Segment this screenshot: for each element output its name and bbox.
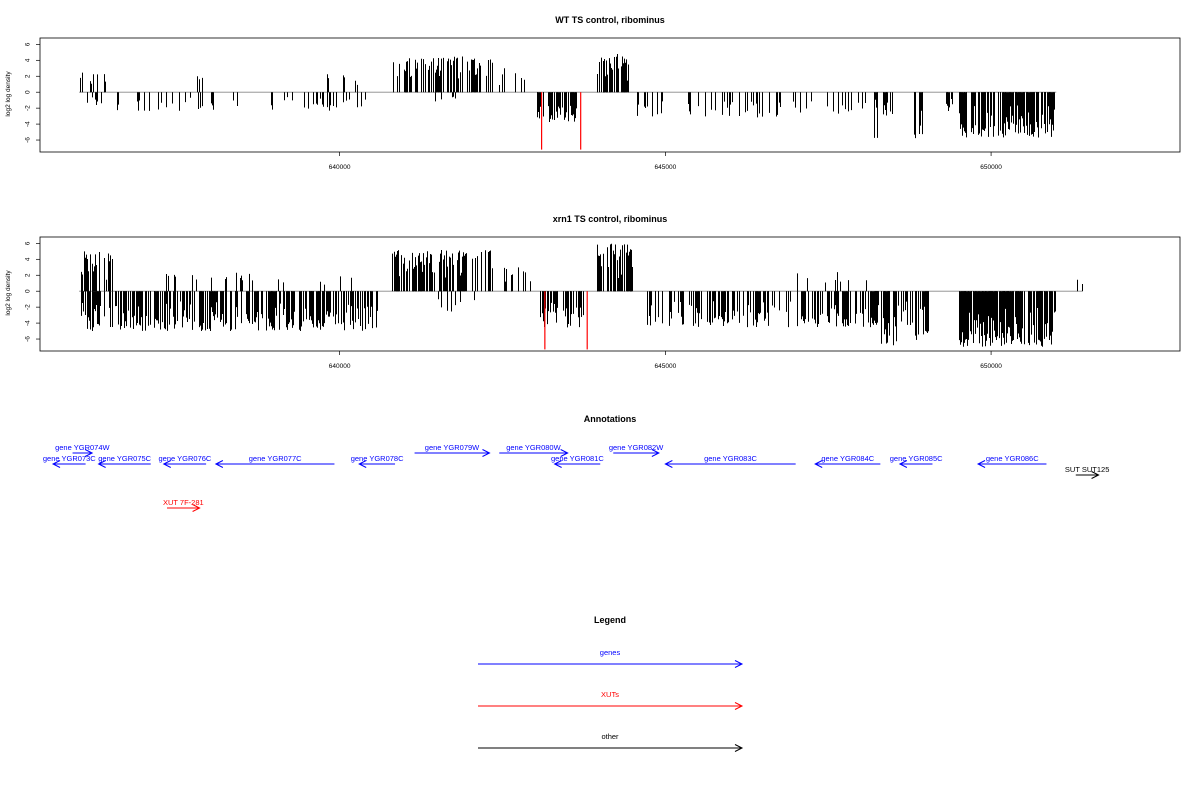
xrn1-ytick-label: -2 [25, 304, 32, 310]
annotation-label: gene YGR075C [98, 454, 151, 463]
wt-panel: WT TS control, ribominus log2 log densit… [5, 15, 1181, 171]
wt-ytick-label: -6 [25, 137, 32, 143]
wt-ytick-label: 6 [25, 42, 32, 46]
xrn1-panel-ylabel: log2 log density [5, 270, 12, 316]
xrn1-ytick-label: 6 [25, 241, 32, 245]
annotation-arrowhead [358, 460, 367, 468]
annotation-label: gene YGR077C [249, 454, 302, 463]
annotation-label: gene YGR074W [55, 443, 110, 452]
wt-ytick-label: 0 [25, 90, 32, 94]
legend-entry: other [478, 732, 744, 752]
wt-xtick-label: 650000 [980, 164, 1002, 171]
annotation-arrowhead [84, 449, 94, 457]
xrn1-panel-bars [79, 243, 1083, 350]
annotation-arrowhead [814, 460, 823, 468]
annotation-feature: gene YGR085C [890, 454, 943, 468]
legend-label: XUTs [601, 690, 619, 699]
legend-label: genes [600, 648, 621, 657]
wt-panel-title: WT TS control, ribominus [555, 15, 665, 25]
wt-ytick-label: 4 [25, 58, 32, 62]
annotation-features: gene YGR074W gene YGR073C gene YGR075C gene… [43, 443, 1109, 512]
wt-ytick-label: -4 [25, 121, 32, 127]
annotation-label: gene YGR086C [986, 454, 1039, 463]
annotation-arrowhead [1091, 471, 1100, 479]
annotation-label: gene YGR073C [43, 454, 96, 463]
annotation-feature: gene YGR079W [414, 443, 491, 457]
wt-panel-bars [79, 53, 1057, 150]
annotation-feature: SUT SUT125 [1065, 465, 1109, 479]
xrn1-ytick-label: -4 [25, 320, 32, 326]
annotation-feature: gene YGR078C [351, 454, 404, 468]
wt-xtick-label: 640000 [329, 164, 351, 171]
annotation-feature: gene YGR084C [814, 454, 881, 468]
annotation-label: SUT SUT125 [1065, 465, 1109, 474]
annotation-feature: gene YGR081C [551, 454, 604, 468]
annotation-arrowhead [664, 460, 673, 468]
wt-panel-ylabel: log2 log density [5, 71, 12, 117]
xrn1-ytick-label: 4 [25, 257, 32, 261]
wt-ytick-label: -2 [25, 105, 32, 111]
xrn1-panel-frame [39, 236, 1181, 352]
annotation-feature: gene YGR075C [97, 454, 152, 468]
annotation-feature: gene YGR086C [976, 454, 1047, 468]
annotation-label: gene YGR078C [351, 454, 404, 463]
annotations-title: Annotations [584, 414, 637, 424]
annotation-arrowhead [97, 460, 106, 468]
annotation-arrowhead [162, 460, 171, 468]
legend-entries: genes XUTs other [478, 648, 744, 752]
xrn1-xtick-label: 645000 [655, 363, 677, 370]
annotation-arrowhead [482, 449, 491, 457]
annotation-arrowhead [976, 460, 986, 468]
annotation-label: gene YGR085C [890, 454, 943, 463]
annotation-feature: gene YGR077C [214, 454, 335, 468]
legend-entry: genes [478, 648, 744, 668]
xrn1-ytick-label: 0 [25, 289, 32, 293]
wt-xtick-label: 645000 [655, 164, 677, 171]
legend-label: other [601, 732, 619, 741]
legend-arrowhead [734, 744, 744, 752]
wt-panel-frame [39, 37, 1181, 153]
annotation-label: XUT 7F-281 [163, 498, 204, 507]
annotation-label: gene YGR080W [506, 443, 561, 452]
annotation-label: gene YGR082W [609, 443, 664, 452]
xrn1-xtick-label: 650000 [980, 363, 1002, 370]
wt-panel-axes: -6 -4 -2 0 2 4 6 640000 645000 650000 [25, 42, 1003, 171]
legend-entry: XUTs [478, 690, 744, 710]
annotation-feature: gene YGR076C [159, 454, 212, 468]
annotation-feature: XUT 7F-281 [163, 498, 204, 512]
annotation-arrowhead [898, 460, 908, 468]
xrn1-ytick-label: 2 [25, 273, 32, 277]
annotation-feature: gene YGR074W [55, 443, 110, 457]
legend-arrowhead [734, 702, 744, 710]
legend-arrowhead [734, 660, 744, 668]
wt-ytick-label: 2 [25, 74, 32, 78]
annotation-arrowhead [214, 460, 224, 468]
annotation-arrowhead [192, 504, 201, 512]
xrn1-panel: xrn1 TS control, ribominus log2 log dens… [5, 214, 1181, 370]
xrn1-xtick-label: 640000 [329, 363, 351, 370]
annotation-feature: gene YGR082W [609, 443, 664, 457]
annotation-feature: gene YGR080W [499, 443, 569, 457]
legend: Legend genes XUTs other [478, 615, 744, 752]
annotation-label: gene YGR079W [425, 443, 480, 452]
xrn1-panel-title: xrn1 TS control, ribominus [553, 214, 668, 224]
annotation-arrowhead [553, 460, 562, 468]
xrn1-ytick-label: -6 [25, 336, 32, 342]
annotation-arrowhead [560, 449, 569, 457]
legend-title: Legend [594, 615, 626, 625]
annotation-label: gene YGR083C [704, 454, 757, 463]
annotation-label: gene YGR084C [821, 454, 874, 463]
annotation-arrowhead [651, 449, 660, 457]
xrn1-panel-axes: -6 -4 -2 0 2 4 6 640000 645000 650000 [25, 241, 1003, 370]
annotation-arrowhead [51, 460, 61, 468]
annotation-label: gene YGR081C [551, 454, 604, 463]
annotation-label: gene YGR076C [159, 454, 212, 463]
annotation-feature: gene YGR073C [43, 454, 96, 468]
annotation-feature: gene YGR083C [664, 454, 796, 468]
